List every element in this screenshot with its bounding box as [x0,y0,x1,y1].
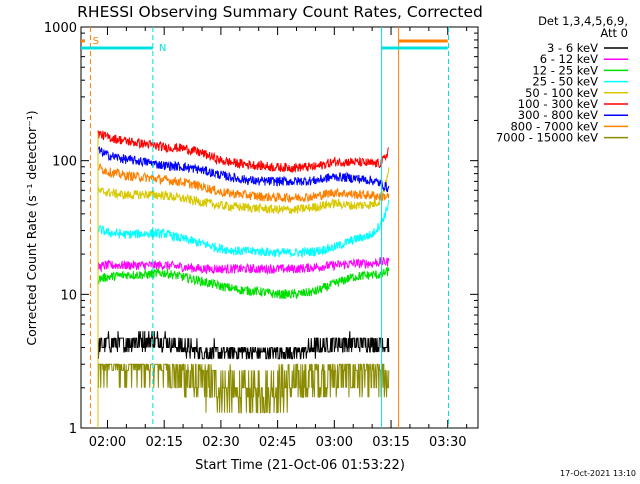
series-line [97,363,390,414]
series-line [97,331,390,360]
legend-header: Det 1,3,4,5,6,9, [538,14,628,28]
x-tick-label: 02:45 [259,435,296,450]
legend-label: 300 - 800 keV [518,108,598,122]
x-tick-label: 02:00 [89,435,126,450]
chart-title: RHESSI Observing Summary Count Rates, Co… [77,3,483,21]
legend-label: 800 - 7000 keV [510,119,598,133]
series-line [97,256,390,276]
y-tick-label: 1 [69,422,77,437]
series-line [97,130,389,174]
series-line [97,266,390,300]
series-line [97,163,390,204]
plot-area: 1 10 100 1000 02:00 02:15 02:30 02:45 03:00 03:15… [44,21,479,450]
legend-header: Att 0 [600,26,628,40]
series-line [97,199,390,259]
series-line [97,146,390,193]
x-tick-label: 03:15 [372,435,409,450]
legend-label: 7000 - 15000 keV [496,131,598,145]
legend-label: 25 - 50 keV [532,75,598,89]
y-tick-label: 1000 [44,21,77,36]
series-line [97,167,390,215]
legend-label: 3 - 6 keV [547,41,598,55]
x-axis-label: Start Time (21-Oct-06 01:53:22) [195,458,405,473]
legend-label: 12 - 25 keV [532,63,598,77]
y-tick-label: 10 [60,288,77,303]
x-tick-label: 02:15 [145,435,182,450]
plot-frame [80,26,479,429]
y-axis-label: Corrected Count Rate (s⁻¹ detector⁻¹) [24,110,39,345]
legend-label: 50 - 100 keV [525,86,598,100]
x-tick-label: 03:00 [316,435,353,450]
legend-label: 6 - 12 keV [540,52,598,66]
x-tick-label: 02:30 [202,435,239,450]
flag-label: S [93,36,99,47]
x-tick-label: 03:30 [429,435,466,450]
timestamp: 17-Oct-2021 13:10 [560,469,636,478]
y-tick-label: 100 [52,155,77,170]
legend-label: 100 - 300 keV [518,97,598,111]
flag-label: N [159,43,166,54]
